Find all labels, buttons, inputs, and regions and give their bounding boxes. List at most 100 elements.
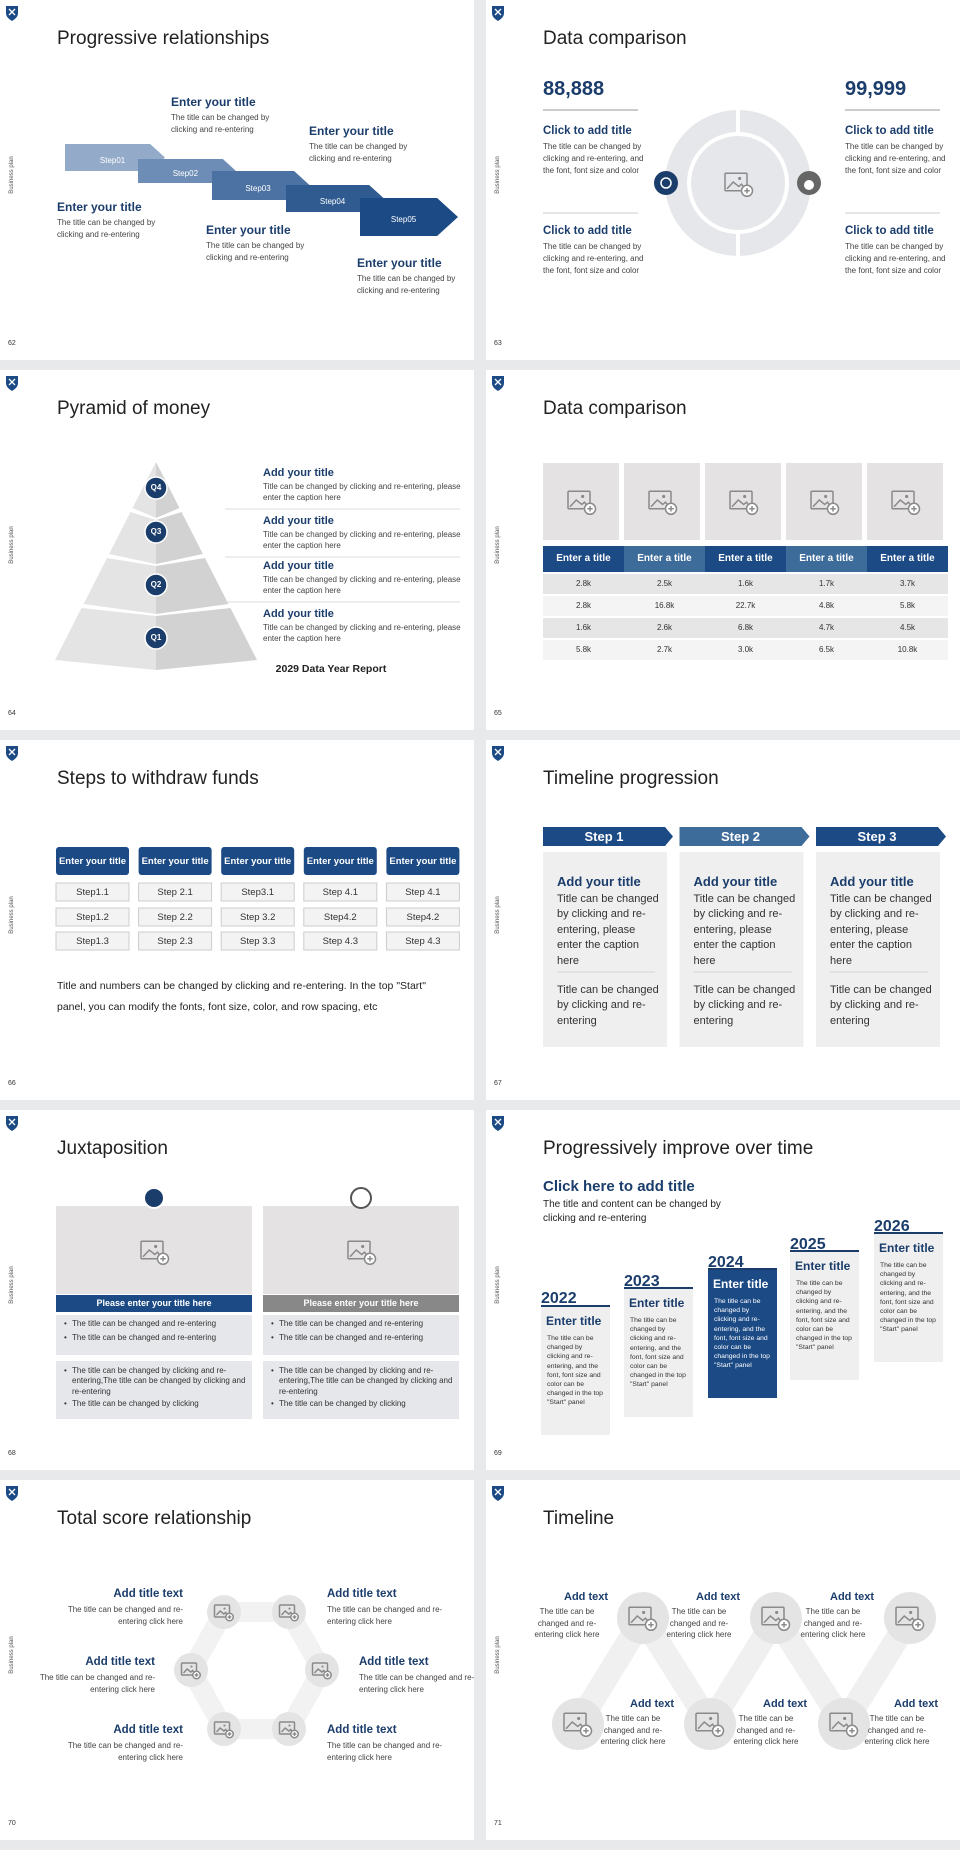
table-cell: 3.0k bbox=[737, 645, 754, 654]
slide-graphics bbox=[492, 1486, 936, 1750]
step-title: Add your title bbox=[557, 874, 641, 889]
panel-icon bbox=[143, 1187, 165, 1209]
logo-mark bbox=[8, 1118, 16, 1126]
item-text: Title can be changed by clicking and re-… bbox=[263, 575, 461, 596]
year-text: The title can be changed by clicking and… bbox=[714, 1298, 770, 1370]
side-label: Business plan bbox=[9, 896, 15, 934]
table-cell: 10.8k bbox=[897, 645, 918, 654]
table-header-cell bbox=[543, 546, 624, 572]
table-header: Enter a title bbox=[556, 553, 611, 564]
image-icon-mountain bbox=[731, 498, 751, 508]
image-icon bbox=[729, 490, 753, 510]
step-text: Step1.1 bbox=[76, 887, 109, 898]
slide-title: Pyramid of money bbox=[57, 398, 211, 419]
slide-title: Timeline bbox=[543, 1508, 615, 1529]
pyramid-right bbox=[156, 512, 203, 564]
logo-mark bbox=[494, 1488, 502, 1496]
page-number: 62 bbox=[8, 340, 16, 347]
step-cell bbox=[220, 882, 295, 902]
table-cell: 2.6k bbox=[656, 623, 673, 632]
slide: Business plan 69 Progressively improve ove… bbox=[486, 1110, 960, 1470]
image-icon-sun bbox=[288, 1607, 291, 1610]
step-cell bbox=[385, 907, 460, 927]
image-icon-sun bbox=[905, 494, 909, 499]
big-number: 99,999 bbox=[845, 78, 907, 100]
image-placeholder bbox=[786, 463, 862, 540]
step-text: Step1.3 bbox=[76, 936, 109, 947]
node bbox=[884, 1592, 936, 1644]
table-header-cell bbox=[867, 546, 948, 572]
bullet: The title can be changed by clicking and… bbox=[64, 1366, 248, 1397]
image-icon-mountain bbox=[897, 1614, 917, 1624]
image-icon bbox=[278, 1721, 296, 1735]
image-icon-sun bbox=[909, 1610, 913, 1615]
image-icon-mountain bbox=[215, 1609, 229, 1616]
image-icon bbox=[761, 1606, 785, 1626]
slide-graphics bbox=[6, 1116, 459, 1419]
image-icon-mountain bbox=[697, 1720, 717, 1730]
step-label: Step02 bbox=[172, 169, 199, 178]
item-text: The title can be changed and re-entering… bbox=[67, 1605, 183, 1626]
item-text: The title can be changed by clicking and… bbox=[57, 218, 156, 239]
item-title: Add title text bbox=[359, 1656, 429, 1668]
step-text: Step4.2 bbox=[323, 912, 357, 923]
slide-title: Data comparison bbox=[543, 398, 687, 419]
item-text: The title can be changed and re-entering… bbox=[327, 1741, 443, 1762]
image-icon-mountain bbox=[893, 498, 913, 508]
level-badge bbox=[144, 573, 168, 597]
page-number: 64 bbox=[8, 710, 16, 717]
item-text: The title can be changed and re-entering… bbox=[67, 1741, 183, 1762]
step-text: Step1.2 bbox=[76, 912, 109, 923]
subtext: The title and content can be changed by … bbox=[543, 1199, 721, 1224]
table-cell: 2.5k bbox=[656, 579, 673, 588]
item-text: The title can be changed by clicking and… bbox=[543, 142, 644, 175]
image-icon-mountain bbox=[650, 498, 670, 508]
step-title: Add your title bbox=[693, 874, 778, 889]
side-label: Business plan bbox=[495, 156, 501, 194]
step-card bbox=[679, 852, 804, 1047]
table-cell: 6.8k bbox=[737, 623, 754, 632]
side-label: Business plan bbox=[9, 1636, 15, 1674]
step-text: Step 2.2 bbox=[157, 912, 193, 923]
item-title: Click to add title bbox=[845, 225, 934, 237]
item-text: The title can be changed by clicking and… bbox=[357, 274, 456, 295]
table-cell: 2.8k bbox=[575, 579, 592, 588]
step-text: Step4.2 bbox=[406, 912, 440, 923]
column-head-text: Enter your title bbox=[224, 856, 292, 868]
step-arrow bbox=[286, 185, 384, 212]
image-icon-mountain bbox=[763, 1614, 783, 1624]
note: Title and numbers can be changed by clic… bbox=[57, 980, 426, 1013]
item-title: Add your title bbox=[263, 560, 334, 572]
column-head bbox=[56, 847, 129, 875]
column-head-text: Enter your title bbox=[389, 856, 457, 868]
item-text: The title can be changed and re-entering… bbox=[39, 1673, 155, 1694]
table-cell: 1.6k bbox=[575, 623, 592, 632]
node bbox=[617, 1592, 669, 1644]
image-icon-sun bbox=[321, 1665, 324, 1668]
step-label: Step03 bbox=[245, 183, 271, 193]
table-header-cell bbox=[705, 546, 786, 572]
item-text: The title can be changed by clicking and… bbox=[845, 142, 946, 175]
item-title: Enter your title bbox=[357, 256, 442, 270]
image-icon-mountain bbox=[831, 1720, 851, 1730]
page-number: 67 bbox=[494, 1080, 502, 1087]
slide-graphics bbox=[492, 376, 948, 660]
step-text: Title can be changed by clicking and re-… bbox=[557, 893, 659, 967]
image-icon bbox=[347, 1240, 371, 1260]
subtitle: Click here to add title bbox=[543, 1178, 695, 1195]
image-icon bbox=[810, 490, 834, 510]
bullet: The title can be changed and re-entering bbox=[271, 1319, 455, 1330]
item-text: Title can be changed by clicking and re-… bbox=[263, 482, 461, 503]
step-cell bbox=[303, 931, 378, 951]
table-row bbox=[543, 640, 948, 660]
image-icon bbox=[724, 172, 748, 192]
image-icon-sun bbox=[843, 1716, 847, 1721]
step-label: Step 1 bbox=[584, 829, 624, 844]
table-cell: 2.7k bbox=[656, 645, 673, 654]
image-icon-sun bbox=[662, 494, 666, 499]
step-title: Add your title bbox=[830, 874, 914, 889]
image-icon-sun bbox=[577, 1716, 581, 1721]
step-text: Step 4.1 bbox=[322, 887, 358, 898]
image-icon-mountain bbox=[349, 1248, 369, 1258]
bullet: The title can be changed and re-entering bbox=[64, 1319, 248, 1330]
